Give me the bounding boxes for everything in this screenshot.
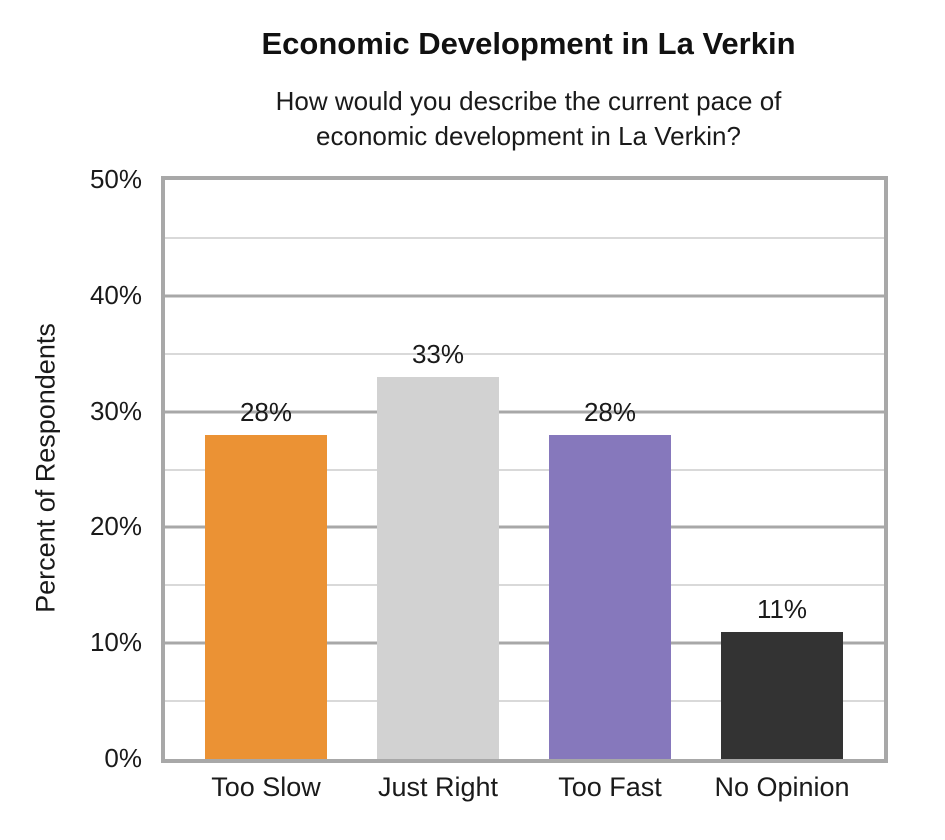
bar-no-opinion xyxy=(721,631,843,759)
y-tick-label-20: 20% xyxy=(89,511,142,542)
chart-subtitle: How would you describe the current pace … xyxy=(112,84,945,154)
chart-title: Economic Development in La Verkin xyxy=(261,26,796,61)
major-gridline-20 xyxy=(165,525,884,529)
bar-too-slow xyxy=(205,434,327,759)
plot-area xyxy=(161,176,888,763)
x-category-label-no-opinion: No Opinion xyxy=(714,772,850,802)
data-label-no-opinion: 11% xyxy=(756,593,808,624)
chart-subtitle-line-2: economic development in La Verkin? xyxy=(316,121,741,151)
y-tick-label-50: 50% xyxy=(89,164,142,194)
data-label-just-right: 33% xyxy=(411,338,465,369)
bar-just-right xyxy=(377,376,499,759)
bar-too-fast xyxy=(549,434,671,759)
y-tick-label-10: 10% xyxy=(89,627,142,658)
y-tick-label-0: 0% xyxy=(104,743,142,773)
minor-gridline-15 xyxy=(165,584,884,587)
chart-subtitle-line-1: How would you describe the current pace … xyxy=(275,86,782,116)
minor-gridline-25 xyxy=(165,468,884,471)
y-tick-label-40: 40% xyxy=(89,279,142,310)
x-category-label-just-right: Just Right xyxy=(377,772,499,802)
data-label-too-slow: 28% xyxy=(239,396,293,427)
major-gridline-10 xyxy=(165,641,884,645)
x-category-label-too-slow: Too Slow xyxy=(211,772,321,802)
minor-gridline-35 xyxy=(165,352,884,355)
data-label-too-fast: 28% xyxy=(583,396,637,427)
y-tick-label-30: 30% xyxy=(89,395,142,426)
x-category-label-too-fast: Too Fast xyxy=(558,772,662,802)
minor-gridline-5 xyxy=(165,700,884,703)
major-gridline-30 xyxy=(165,410,884,414)
major-gridline-40 xyxy=(165,294,884,298)
minor-gridline-45 xyxy=(165,236,884,239)
